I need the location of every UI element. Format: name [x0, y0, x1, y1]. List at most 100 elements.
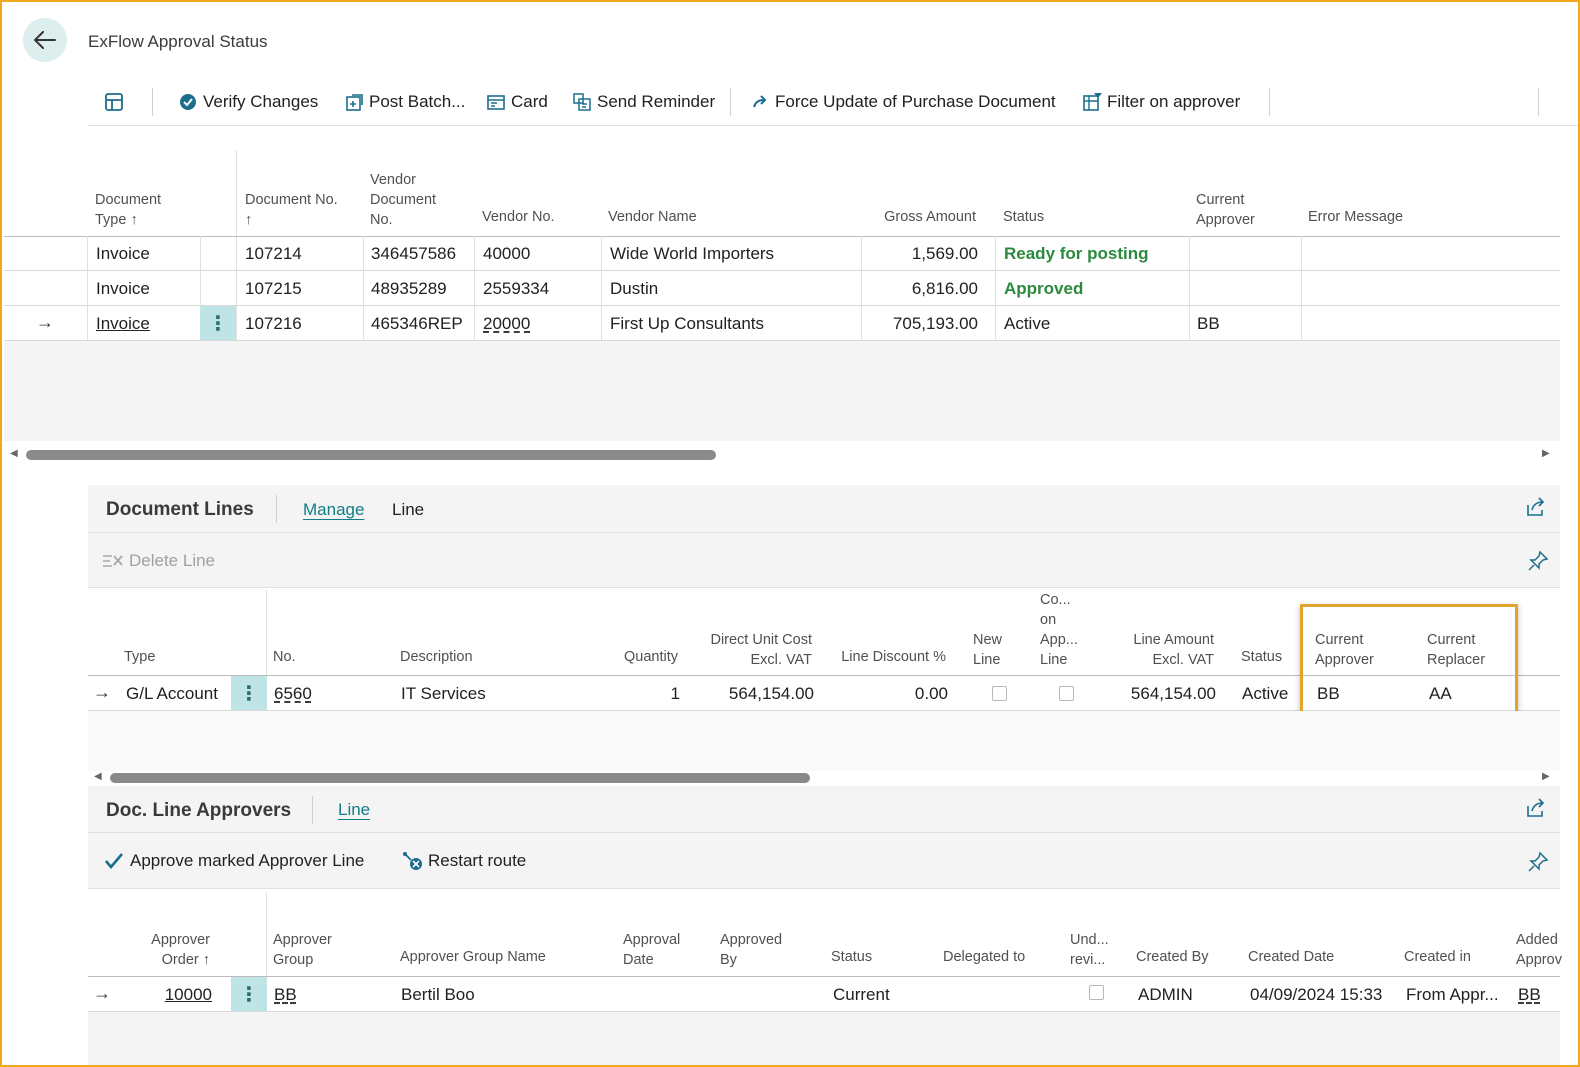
cell-line-amount: 564,154.00: [1130, 684, 1216, 703]
cell-vendor-no-link[interactable]: 20000: [483, 314, 531, 333]
scroll-right-icon[interactable]: ▶: [1542, 771, 1550, 782]
header-type[interactable]: Type: [124, 649, 156, 665]
header-status[interactable]: Status: [1003, 209, 1045, 225]
card-label: Card: [511, 92, 548, 111]
row-divider: [88, 710, 1560, 711]
column-divider: [1189, 236, 1190, 340]
header-approval-date[interactable]: Approval Date: [623, 932, 681, 968]
row-divider: [88, 976, 1560, 977]
status-badge: Ready for posting: [1004, 244, 1149, 263]
delete-line-icon: [103, 555, 123, 567]
filter-on-approver-button[interactable]: Filter on approver: [1082, 90, 1240, 114]
lines-empty-area: [88, 711, 1560, 771]
header-approver-group[interactable]: Approver Group: [273, 932, 332, 968]
header-line-status[interactable]: Status: [1241, 649, 1283, 665]
cell-document-no: 107214: [245, 244, 302, 263]
send-reminder-button[interactable]: Send Reminder: [572, 90, 715, 114]
list-empty-area: [4, 341, 1560, 441]
column-divider: [363, 236, 364, 340]
header-line-amount[interactable]: Line Amount Excl. VAT: [1133, 632, 1214, 668]
comment-checkbox[interactable]: [1059, 686, 1074, 701]
delete-line-label: Delete Line: [129, 551, 216, 570]
pin-icon[interactable]: [1527, 851, 1549, 878]
scroll-right-icon[interactable]: ▶: [1542, 448, 1550, 459]
card-button[interactable]: Card: [486, 90, 548, 114]
cell-approver-status: Current: [833, 985, 890, 1004]
header-current-replacer[interactable]: Current Replacer: [1427, 632, 1486, 668]
approve-marked-button[interactable]: Approve marked Approver Line: [104, 851, 364, 871]
horizontal-scrollbar[interactable]: [26, 450, 716, 460]
row-divider: [4, 236, 1560, 237]
header-approver-order[interactable]: Approver Order ↑: [151, 932, 210, 968]
scroll-left-icon[interactable]: ◀: [10, 448, 18, 459]
header-approver-group-name[interactable]: Approver Group Name: [400, 949, 546, 965]
horizontal-scrollbar[interactable]: [110, 773, 810, 783]
header-created-by[interactable]: Created By: [1136, 949, 1209, 965]
header-delegated-to[interactable]: Delegated to: [943, 949, 1026, 965]
header-line-discount[interactable]: Line Discount %: [841, 649, 946, 665]
new-line-checkbox[interactable]: [992, 686, 1007, 701]
post-batch-button[interactable]: Post Batch...: [344, 90, 465, 114]
status-badge: Approved: [1004, 279, 1084, 298]
tab-manage[interactable]: Manage: [303, 500, 365, 519]
header-new-line[interactable]: New Line: [973, 632, 1003, 668]
header-current-approver[interactable]: Current Approver: [1196, 192, 1255, 228]
header-added-approver[interactable]: Added Approv: [1516, 932, 1562, 968]
header-line-current-approver[interactable]: Current Approver: [1315, 632, 1374, 668]
restart-route-button[interactable]: Restart route: [402, 851, 526, 871]
delete-line-button[interactable]: Delete Line: [102, 551, 215, 571]
row-menu-dots-icon[interactable]: ⋮: [231, 676, 267, 710]
cell-added-approver-link[interactable]: BB: [1518, 985, 1541, 1004]
cell-document-no: 107215: [245, 279, 302, 298]
cell-created-by: ADMIN: [1138, 985, 1193, 1004]
header-direct-unit-cost[interactable]: Direct Unit Cost Excl. VAT: [710, 632, 812, 668]
row-menu-dots-icon[interactable]: ⋮: [200, 306, 236, 340]
cell-vendor-document-no: 48935289: [371, 279, 447, 298]
header-no[interactable]: No.: [273, 649, 296, 665]
header-vendor-document-no[interactable]: Vendor Document No.: [370, 172, 437, 228]
restart-route-icon: [403, 852, 422, 870]
title-separator: [276, 495, 277, 523]
header-approved-by[interactable]: Approved By: [720, 932, 783, 968]
row-divider: [88, 1011, 1560, 1012]
share-icon[interactable]: [1525, 497, 1547, 522]
share-icon[interactable]: [1525, 798, 1547, 823]
post-batch-icon: [346, 94, 363, 111]
header-description[interactable]: Description: [400, 649, 473, 665]
header-document-no[interactable]: Document No. ↑: [245, 192, 338, 228]
back-button[interactable]: [23, 18, 67, 62]
header-quantity[interactable]: Quantity: [624, 649, 678, 665]
header-comment-on-approver-line[interactable]: Co... on App... Line: [1040, 592, 1078, 668]
cell-no-link[interactable]: 6560: [274, 684, 312, 703]
header-gross-amount[interactable]: Gross Amount: [884, 209, 976, 225]
pin-icon[interactable]: [1527, 550, 1549, 577]
cell-approver-order-link[interactable]: 10000: [164, 985, 212, 1004]
row-menu-dots-icon[interactable]: ⋮: [231, 977, 267, 1011]
header-error-message[interactable]: Error Message: [1308, 209, 1404, 225]
header-vendor-name[interactable]: Vendor Name: [608, 209, 697, 225]
column-divider: [87, 236, 88, 340]
cell-current-approver: BB: [1197, 314, 1220, 333]
under-review-checkbox[interactable]: [1089, 985, 1104, 1000]
header-vendor-no[interactable]: Vendor No.: [482, 209, 555, 225]
cell-approver-group-link[interactable]: BB: [274, 985, 297, 1004]
checkmark-icon: [105, 853, 123, 870]
title-separator: [312, 796, 313, 824]
verify-changes-button[interactable]: Verify Changes: [178, 90, 318, 114]
column-divider: [266, 892, 267, 1010]
header-created-date[interactable]: Created Date: [1248, 949, 1335, 965]
force-update-button[interactable]: Force Update of Purchase Document: [750, 90, 1056, 114]
scroll-left-icon[interactable]: ◀: [94, 771, 102, 782]
header-created-in[interactable]: Created in: [1404, 949, 1471, 965]
cell-vendor-name: Dustin: [610, 279, 659, 298]
tab-line[interactable]: Line: [392, 500, 425, 519]
document-lines-title: Document Lines: [106, 499, 254, 520]
personalize-button[interactable]: [104, 90, 129, 114]
header-approver-status[interactable]: Status: [831, 949, 873, 965]
highlight-box: [1300, 604, 1518, 727]
header-document-type[interactable]: Document Type ↑: [95, 192, 162, 228]
cell-document-type-link[interactable]: Invoice: [96, 314, 150, 333]
header-under-review[interactable]: Und... revi...: [1070, 932, 1109, 968]
tab-approvers-line[interactable]: Line: [338, 800, 371, 819]
